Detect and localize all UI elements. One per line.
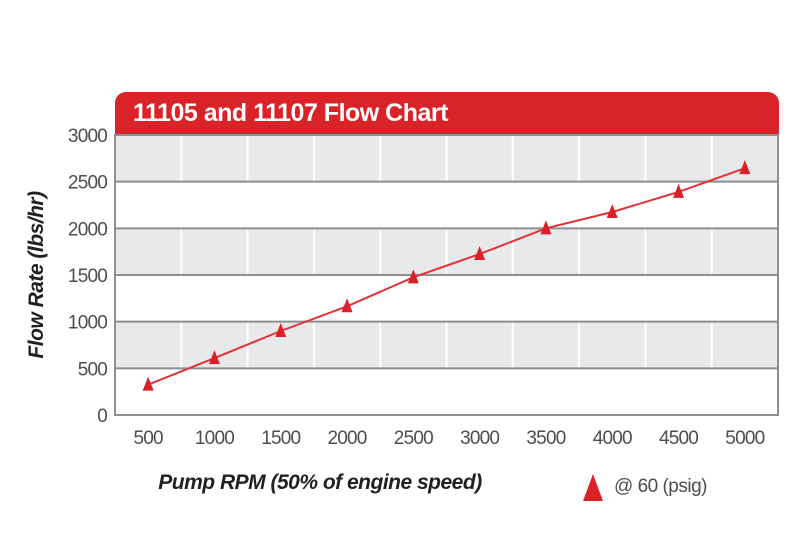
y-axis-title: Flow Rate (lbs/hr)	[25, 191, 48, 359]
data-point-triangle	[208, 350, 220, 365]
x-tick-label: 4000	[593, 428, 632, 449]
x-axis-title: Pump RPM (50% of engine speed)	[158, 471, 482, 494]
x-tick-label: 4500	[659, 428, 698, 449]
y-tick-label: 1000	[68, 313, 107, 334]
legend: @ 60 (psig)	[583, 471, 708, 503]
chart-title-banner: 11105 and 11107 Flow Chart	[115, 92, 779, 135]
y-tick-label: 0	[97, 406, 107, 427]
plot-border	[114, 134, 779, 416]
x-tick-label: 500	[133, 428, 163, 449]
data-point-triangle	[407, 269, 419, 284]
data-point-triangle	[606, 204, 618, 218]
data-point-triangle	[540, 220, 552, 235]
chart-title: 11105 and 11107 Flow Chart	[133, 99, 448, 127]
data-point-triangle	[341, 298, 353, 313]
data-point-triangle	[142, 376, 154, 391]
data-point-triangle	[739, 160, 751, 175]
x-tick-label: 3500	[526, 428, 565, 449]
x-tick-label: 1000	[195, 428, 234, 449]
data-point-triangle	[275, 323, 287, 337]
data-point-triangle	[673, 183, 685, 198]
triangle-marker-icon	[583, 473, 603, 501]
x-tick-label: 2500	[394, 428, 433, 449]
series-line	[147, 167, 746, 386]
x-tick-label: 3000	[460, 428, 499, 449]
y-tick-label: 3000	[68, 126, 107, 147]
x-tick-label: 2000	[328, 428, 367, 449]
x-tick-label: 1500	[261, 428, 300, 449]
data-point-triangle	[474, 246, 486, 260]
y-tick-label: 2500	[68, 173, 107, 194]
legend-label: @ 60 (psig)	[614, 476, 708, 497]
x-tick-label: 5000	[725, 428, 764, 449]
y-tick-label: 2000	[68, 219, 107, 240]
y-tick-label: 500	[78, 359, 108, 380]
y-tick-label: 1500	[68, 266, 107, 287]
